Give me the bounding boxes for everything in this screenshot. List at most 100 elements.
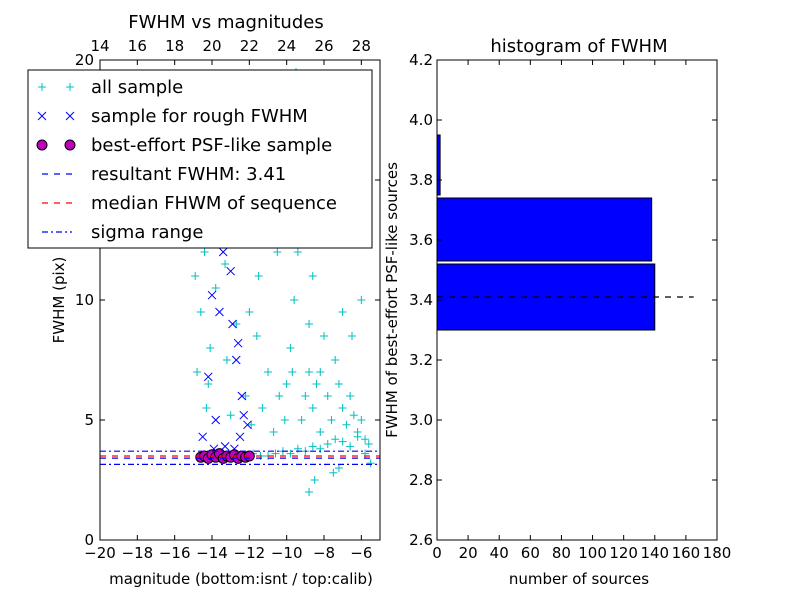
- y-tick-label: 3.6: [409, 231, 433, 249]
- legend-label-sigma-range: sigma range: [91, 222, 203, 243]
- x-tick-label: −16: [159, 544, 191, 562]
- point-sample-for-rough-fwhm-7-b: [231, 355, 241, 365]
- point-all-sample-63: [334, 380, 343, 388]
- point-all-sample-25: [193, 368, 202, 376]
- point-sample-for-rough-fwhm-14-b: [198, 432, 208, 442]
- point-all-sample-20: [338, 437, 347, 446]
- point-sample-for-rough-fwhm-11: [243, 420, 252, 430]
- point-all-sample-16: [308, 442, 317, 451]
- y-tick-label: 3.8: [409, 171, 433, 189]
- legend-marker-a-all-sample: [38, 83, 46, 91]
- point-all-sample-58: [316, 368, 325, 376]
- point-all-sample-94: [221, 260, 230, 268]
- point-all-sample-80: [334, 464, 343, 472]
- top-tick-label: 18: [165, 37, 184, 55]
- point-all-sample-71: [364, 440, 373, 448]
- legend-item-all-sample: all sample: [38, 77, 183, 98]
- x-tick-label: 40: [490, 544, 509, 562]
- legend-item-median-fhwm-of-sequence: median FHWM of sequence: [42, 193, 337, 214]
- point-all-sample-76: [312, 380, 321, 388]
- y-tick-label: 10: [75, 291, 94, 309]
- legend-marker-b-best-effort-psf-like-sample: [64, 139, 76, 151]
- series-sample-for-rough-fwhm: [198, 211, 252, 454]
- point-all-sample-37: [226, 411, 235, 420]
- x-tick-label: −20: [84, 544, 116, 562]
- point-all-sample-50: [293, 248, 302, 256]
- point-all-sample-41: [247, 420, 256, 429]
- point-sample-for-rough-fwhm-3: [218, 247, 228, 257]
- histogram-y-label: FWHM of best-effort PSF-like sources: [383, 162, 401, 438]
- top-tick-label: 22: [240, 37, 259, 55]
- point-sample-for-rough-fwhm-1-b: [207, 290, 217, 300]
- point-all-sample-13: [286, 449, 295, 458]
- top-tick-label: 14: [90, 37, 109, 55]
- histogram-bar-2: [437, 134, 441, 196]
- point-all-sample-72: [297, 416, 306, 424]
- top-tick-label: 16: [128, 37, 147, 55]
- point-all-sample-69: [357, 416, 366, 424]
- point-all-sample-67: [349, 411, 358, 420]
- legend-item-resultant-fwhm-3-41: resultant FWHM: 3.41: [42, 164, 286, 185]
- point-all-sample-60: [323, 392, 332, 400]
- scatter-top-ticks: 14 16 18 20 22 24 26 28: [90, 37, 371, 65]
- point-all-sample-85: [348, 332, 356, 340]
- reference-lines: [100, 450, 380, 465]
- x-tick-label: −10: [271, 544, 303, 562]
- point-all-sample-47: [280, 416, 289, 424]
- point-all-sample-73: [301, 392, 310, 400]
- point-sample-for-rough-fwhm-11-b: [243, 420, 252, 430]
- histogram-panel: 0 20 40 60 80 100 120 140 160 180 2.6 2.8 3.0 3.2 3.4…: [383, 36, 731, 588]
- point-all-sample-36: [222, 356, 231, 364]
- legend-label-median-fhwm-of-sequence: median FHWM of sequence: [91, 193, 337, 214]
- point-sample-for-rough-fwhm-12: [235, 432, 245, 442]
- point-all-sample-81: [329, 468, 338, 477]
- scatter-x-label: magnitude (bottom:isnt / top:calib): [109, 570, 373, 588]
- point-all-sample-34: [211, 284, 220, 292]
- y-tick-label: 5: [84, 411, 94, 429]
- x-tick-label: 80: [552, 544, 571, 562]
- legend-item-sample-for-rough-fwhm: sample for rough FWHM: [37, 106, 308, 127]
- x-tick-label: 0: [432, 544, 442, 562]
- top-tick-label: 24: [277, 37, 296, 55]
- histogram-x-ticks: 0 20 40 60 80 100 120 140 160 180: [432, 60, 731, 562]
- x-tick-label: −12: [234, 544, 266, 562]
- top-tick-label: 26: [314, 37, 333, 55]
- legend-item-sigma-range: sigma range: [42, 222, 203, 243]
- scatter-title: FWHM vs magnitudes: [128, 12, 323, 33]
- point-all-sample-43: [258, 404, 267, 412]
- point-all-sample-92: [254, 272, 263, 280]
- point-all-sample-33: [204, 380, 213, 388]
- x-tick-label: 180: [703, 544, 732, 562]
- legend-label-sample-for-rough-fwhm: sample for rough FWHM: [91, 106, 308, 127]
- legend-marker-a-sample-for-rough-fwhm: [37, 111, 47, 121]
- point-sample-for-rough-fwhm-7: [231, 355, 241, 365]
- legend-marker-b-all-sample: [66, 83, 74, 91]
- point-sample-for-rough-fwhm-5: [226, 266, 236, 276]
- point-sample-for-rough-fwhm-10-b: [239, 410, 249, 420]
- point-sample-for-rough-fwhm-3-b: [218, 247, 228, 257]
- legend-label-resultant-fwhm-3-41: resultant FWHM: 3.41: [91, 164, 286, 185]
- x-tick-label: −18: [122, 544, 154, 562]
- y-tick-label: 0: [84, 531, 94, 549]
- histogram-y-ticks: 2.6 2.8 3.0 3.2 3.4 3.6 3.8 4.0 4.2: [409, 51, 717, 549]
- point-all-sample-29: [202, 404, 211, 412]
- point-all-sample-65: [342, 420, 351, 429]
- y-tick-label: 2.6: [409, 531, 433, 549]
- point-all-sample-44: [264, 368, 272, 376]
- point-all-sample-61: [327, 416, 336, 424]
- point-all-sample-19: [331, 435, 340, 444]
- point-all-sample-93: [245, 308, 254, 316]
- point-sample-for-rough-fwhm-13: [211, 415, 221, 425]
- point-all-sample-46: [275, 392, 284, 400]
- legend-label-all-sample: all sample: [91, 77, 183, 98]
- point-sample-for-rough-fwhm-0-b: [203, 372, 213, 382]
- y-tick-label: 2.8: [409, 471, 433, 489]
- x-tick-label: −6: [350, 544, 372, 562]
- scatter-x-ticks: −20 −18 −16 −14 −12 −10 −8 −6: [84, 535, 372, 562]
- point-sample-for-rough-fwhm-2: [215, 307, 224, 317]
- y-tick-label: 4.0: [409, 111, 433, 129]
- point-sample-for-rough-fwhm-0: [203, 372, 213, 382]
- point-sample-for-rough-fwhm-6: [228, 319, 237, 329]
- x-tick-label: −14: [196, 544, 228, 562]
- point-all-sample-86: [338, 308, 347, 316]
